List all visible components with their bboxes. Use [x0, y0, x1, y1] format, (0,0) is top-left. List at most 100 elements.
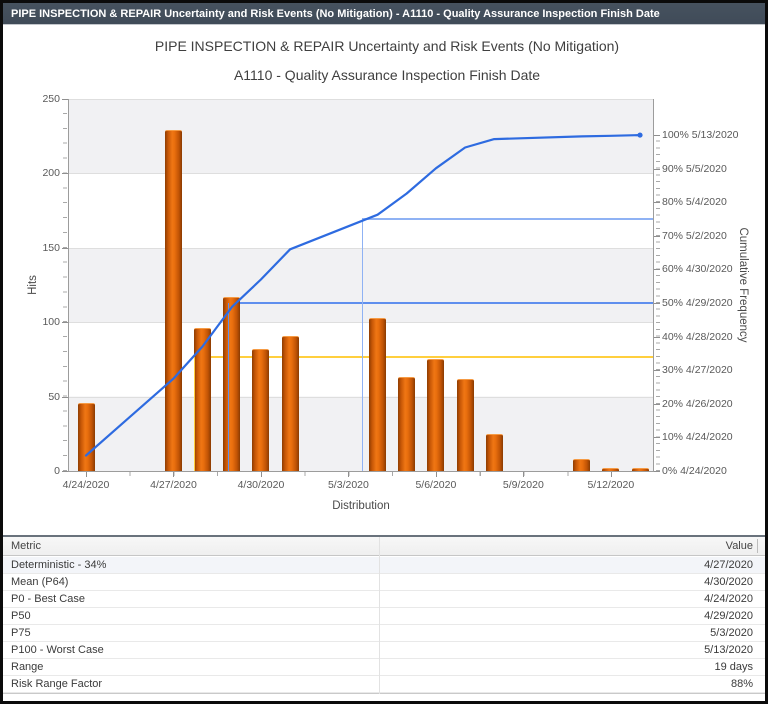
y-left-tick-label: 250 — [42, 93, 60, 105]
y-left-tick-label: 200 — [42, 167, 60, 180]
axis-tick — [62, 99, 68, 100]
y-left-tick-label: 50 — [48, 390, 60, 403]
title-bar[interactable]: PIPE INSPECTION & REPAIR Uncertainty and… — [3, 3, 765, 25]
y-right-tick-label: 0% 4/24/2020 — [662, 465, 727, 477]
x-axis-title: Distribution — [332, 500, 390, 512]
metric-cell: P75 — [11, 627, 31, 639]
axis-tick — [654, 168, 660, 170]
axis-tick — [654, 437, 660, 439]
y-left-minor-ticks — [63, 99, 67, 471]
metric-cell: Risk Range Factor — [11, 678, 103, 690]
histogram-bar — [456, 378, 474, 471]
cumulative-curve — [84, 132, 643, 457]
y-right-tick-label: 80% 5/4/2020 — [662, 196, 727, 209]
y-right-axis-title: Cumulative Frequency — [737, 227, 749, 343]
axis-tick — [523, 472, 525, 477]
metrics-table-rows: Deterministic - 34% 4/27/2020 Mean (P64) 4/… — [3, 557, 765, 694]
axis-tick — [654, 370, 660, 372]
gridline — [69, 173, 653, 175]
plot-area — [63, 99, 660, 476]
y-right-tick-label: 100% 5/13/2020 — [662, 129, 739, 142]
x-tick-label: 4/30/2020 — [237, 479, 285, 491]
column-header-metric[interactable]: Metric — [11, 540, 41, 552]
curve-end-marker — [637, 132, 643, 138]
histogram-bar — [485, 433, 503, 471]
table-row[interactable]: P100 - Worst Case 5/13/2020 — [3, 642, 765, 659]
table-row[interactable]: Range 19 days — [3, 659, 765, 676]
x-tick-label: 5/9/2020 — [502, 479, 544, 491]
axis-tick — [62, 173, 68, 175]
x-tick-label: 5/3/2020 — [327, 479, 369, 491]
gridline — [69, 322, 653, 324]
gridline — [69, 99, 653, 100]
table-top-separator — [3, 535, 765, 537]
value-cell: 4/27/2020 — [704, 559, 753, 571]
y-right-tick-label: 50% 4/29/2020 — [662, 297, 733, 310]
table-column-divider — [379, 537, 380, 694]
axis-tick — [62, 247, 68, 249]
axis-tick — [610, 472, 612, 477]
histogram-bar — [427, 359, 445, 471]
table-row[interactable]: P75 5/3/2020 — [3, 625, 765, 642]
table-row[interactable]: P0 - Best Case 4/24/2020 — [3, 591, 765, 608]
value-cell: 4/29/2020 — [704, 610, 753, 622]
axis-tick — [435, 472, 437, 477]
x-axis-minor-ticks — [85, 472, 642, 476]
metric-cell: P50 — [11, 610, 31, 622]
y-left-tick-label: 150 — [42, 241, 60, 254]
value-cell: 19 days — [714, 661, 753, 673]
value-cell: 5/3/2020 — [710, 627, 753, 639]
histogram-bar — [252, 348, 270, 471]
y-left-tick-label: 0 — [54, 465, 60, 477]
header-divider — [757, 539, 758, 553]
y-right-tick-label: 60% 4/30/2020 — [662, 263, 733, 276]
table-row[interactable]: Deterministic - 34% 4/27/2020 — [3, 557, 765, 574]
histogram-bar — [602, 468, 620, 471]
column-header-value[interactable]: Value — [725, 540, 753, 552]
axis-tick — [62, 322, 68, 324]
table-row[interactable]: P50 4/29/2020 — [3, 608, 765, 625]
y-left-tick-label: 100 — [42, 316, 60, 329]
y-right-tick-label: 70% 5/2/2020 — [662, 229, 727, 242]
axis-tick — [86, 472, 87, 477]
axis-tick — [654, 403, 660, 405]
axis-tick — [654, 202, 660, 204]
p50-vertical-line — [227, 303, 229, 471]
metrics-table-header: Metric Value — [3, 537, 765, 556]
histogram-bar — [194, 328, 212, 471]
value-cell: 4/24/2020 — [704, 593, 753, 605]
y-right-tick-label: 30% 4/27/2020 — [662, 364, 733, 377]
axis-tick — [62, 471, 68, 472]
chart-subtitle: A1110 - Quality Assurance Inspection Fin… — [233, 67, 541, 83]
axis-tick — [173, 472, 175, 477]
y-left-axis-title: Hits — [27, 275, 39, 295]
histogram-bar — [398, 377, 416, 471]
table-row[interactable]: Risk Range Factor 88% — [3, 676, 765, 693]
axis-tick — [654, 235, 660, 237]
axis-tick — [654, 269, 660, 271]
table-row[interactable]: Mean (P64) 4/30/2020 — [3, 574, 765, 591]
histogram-bar — [164, 130, 182, 471]
metric-cell: Range — [11, 661, 44, 673]
y-right-tick-label: 90% 5/5/2020 — [662, 162, 727, 175]
axis-tick — [62, 396, 68, 398]
x-tick-label: 5/6/2020 — [415, 479, 457, 491]
chart-region: PIPE INSPECTION & REPAIR Uncertainty and… — [3, 25, 765, 535]
axis-tick — [654, 303, 660, 305]
deterministic-34pct-horizontal-line — [193, 355, 653, 358]
histogram-bar — [573, 459, 591, 471]
metric-cell: Mean (P64) — [11, 576, 69, 588]
value-cell: 88% — [730, 678, 753, 690]
axis-tick — [654, 471, 660, 472]
histogram-bar — [77, 402, 95, 471]
metric-cell: P100 - Worst Case — [11, 644, 104, 656]
histogram-bar — [631, 468, 649, 471]
metric-cell: P0 - Best Case — [11, 593, 85, 605]
y-right-tick-label: 20% 4/26/2020 — [662, 397, 733, 410]
p75-vertical-line — [361, 219, 363, 471]
value-cell: 5/13/2020 — [704, 644, 753, 656]
y-right-tick-label: 10% 4/24/2020 — [662, 431, 733, 444]
metric-cell: Deterministic - 34% — [11, 559, 107, 571]
histogram-bar — [223, 296, 241, 471]
